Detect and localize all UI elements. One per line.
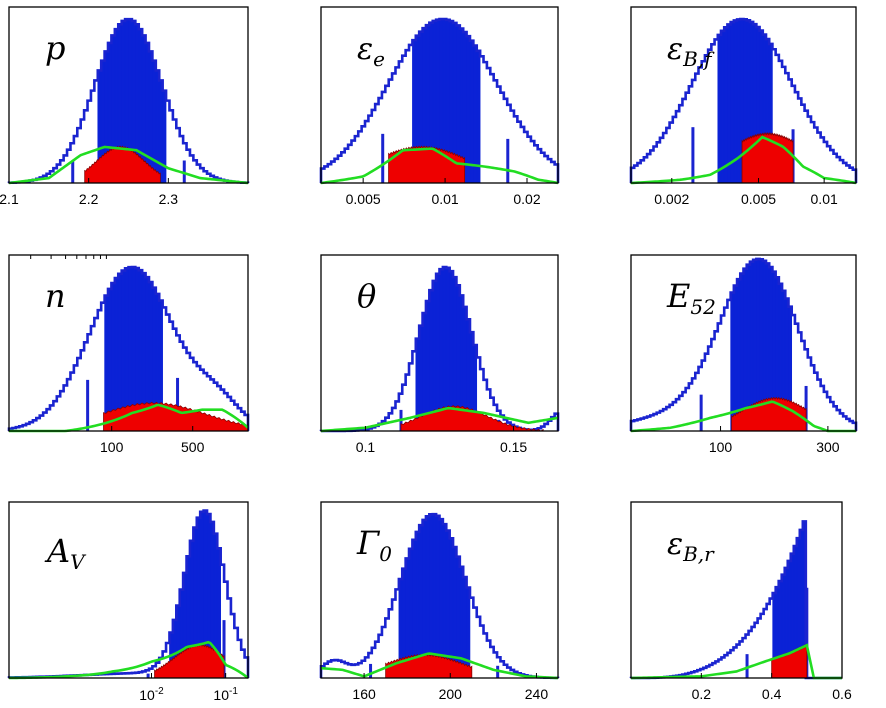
x-tick-label: 0.005	[346, 191, 381, 207]
prior-curve	[320, 652, 559, 680]
prior-curve	[630, 135, 857, 185]
x-tick-label: 0.2	[692, 686, 712, 702]
x-tick-label: 0.01	[811, 191, 838, 207]
panel-title: θ	[357, 277, 376, 315]
panel-title: εB,f	[667, 32, 715, 71]
x-tick-label: 0.02	[513, 191, 540, 207]
axes-frame	[8, 254, 249, 432]
x-tick-label: 240	[525, 686, 549, 702]
posterior-histogram	[629, 257, 858, 431]
panel-5: 0.1 0.15 θ	[319, 254, 560, 455]
x-tick-label: 500	[181, 439, 205, 455]
prior-curve	[8, 640, 249, 680]
x-tick-label: 0.4	[762, 686, 782, 702]
x-tick-label: 0.1	[356, 439, 376, 455]
prior-curve	[630, 643, 842, 680]
posterior-red-region	[84, 145, 161, 184]
prior-curve	[320, 406, 559, 433]
prior-curve	[630, 400, 856, 433]
prior-curve	[8, 145, 249, 185]
panel-4: 100 500 n	[7, 254, 250, 455]
panel-8: 160 200 240 Γ0	[319, 501, 560, 702]
axes-frame	[630, 254, 857, 432]
axes-frame	[8, 501, 249, 679]
x-tick-label: 100	[709, 439, 733, 455]
x-tick-label: 300	[816, 439, 840, 455]
panel-title: εB,r	[667, 527, 715, 566]
axes-frame	[320, 6, 559, 184]
panel-title: εe	[357, 32, 385, 71]
x-tick-label: 2.1	[0, 191, 19, 207]
x-tick-label: 10-1	[213, 686, 238, 703]
x-tick-label: 0.01	[431, 191, 458, 207]
x-tick-label: 160	[352, 686, 376, 702]
panel-9: 0.2 0.4 0.6 εB,r	[630, 501, 852, 702]
axes-frame	[630, 501, 843, 679]
axes-frame	[320, 254, 559, 432]
panel-7: 10-2 10-1 AV	[7, 501, 250, 703]
panel-title: p	[45, 29, 65, 67]
panel-title: n	[45, 277, 66, 315]
x-tick-label: 200	[439, 686, 463, 702]
posterior-histogram	[319, 17, 560, 183]
x-tick-label: 2.3	[159, 191, 179, 207]
posterior-red-region	[103, 401, 249, 432]
x-tick-label: 0.005	[741, 191, 776, 207]
x-tick-label: 0.6	[832, 686, 852, 702]
x-tick-label: 0.002	[654, 191, 689, 207]
panel-title: Γ0	[356, 524, 392, 566]
x-tick-label: 100	[100, 439, 124, 455]
axes-frame	[8, 6, 249, 184]
panel-1: 2.1 2.2 2.3 p	[0, 6, 250, 207]
x-tick-label: 0.15	[500, 439, 527, 455]
axes-frame	[320, 501, 559, 679]
posterior-histogram	[319, 512, 560, 680]
prior-curve	[320, 147, 559, 185]
posterior-histogram	[629, 17, 858, 183]
axes-frame	[630, 6, 857, 184]
x-tick-label: 10-2	[139, 686, 164, 703]
posterior-histogram	[7, 265, 250, 431]
posterior-histogram	[7, 17, 250, 184]
posterior-histogram	[631, 520, 842, 680]
panel-title: E52	[666, 277, 716, 319]
credible-68-region	[415, 266, 478, 432]
panel-2: 0.005 0.01 0.02 εe	[319, 6, 560, 207]
x-tick-label: 2.2	[79, 191, 99, 207]
panel-title: AV	[44, 532, 87, 574]
panel-6: 100 300 E52	[629, 254, 858, 455]
panel-3: 0.002 0.005 0.01 εB,f	[629, 6, 858, 207]
